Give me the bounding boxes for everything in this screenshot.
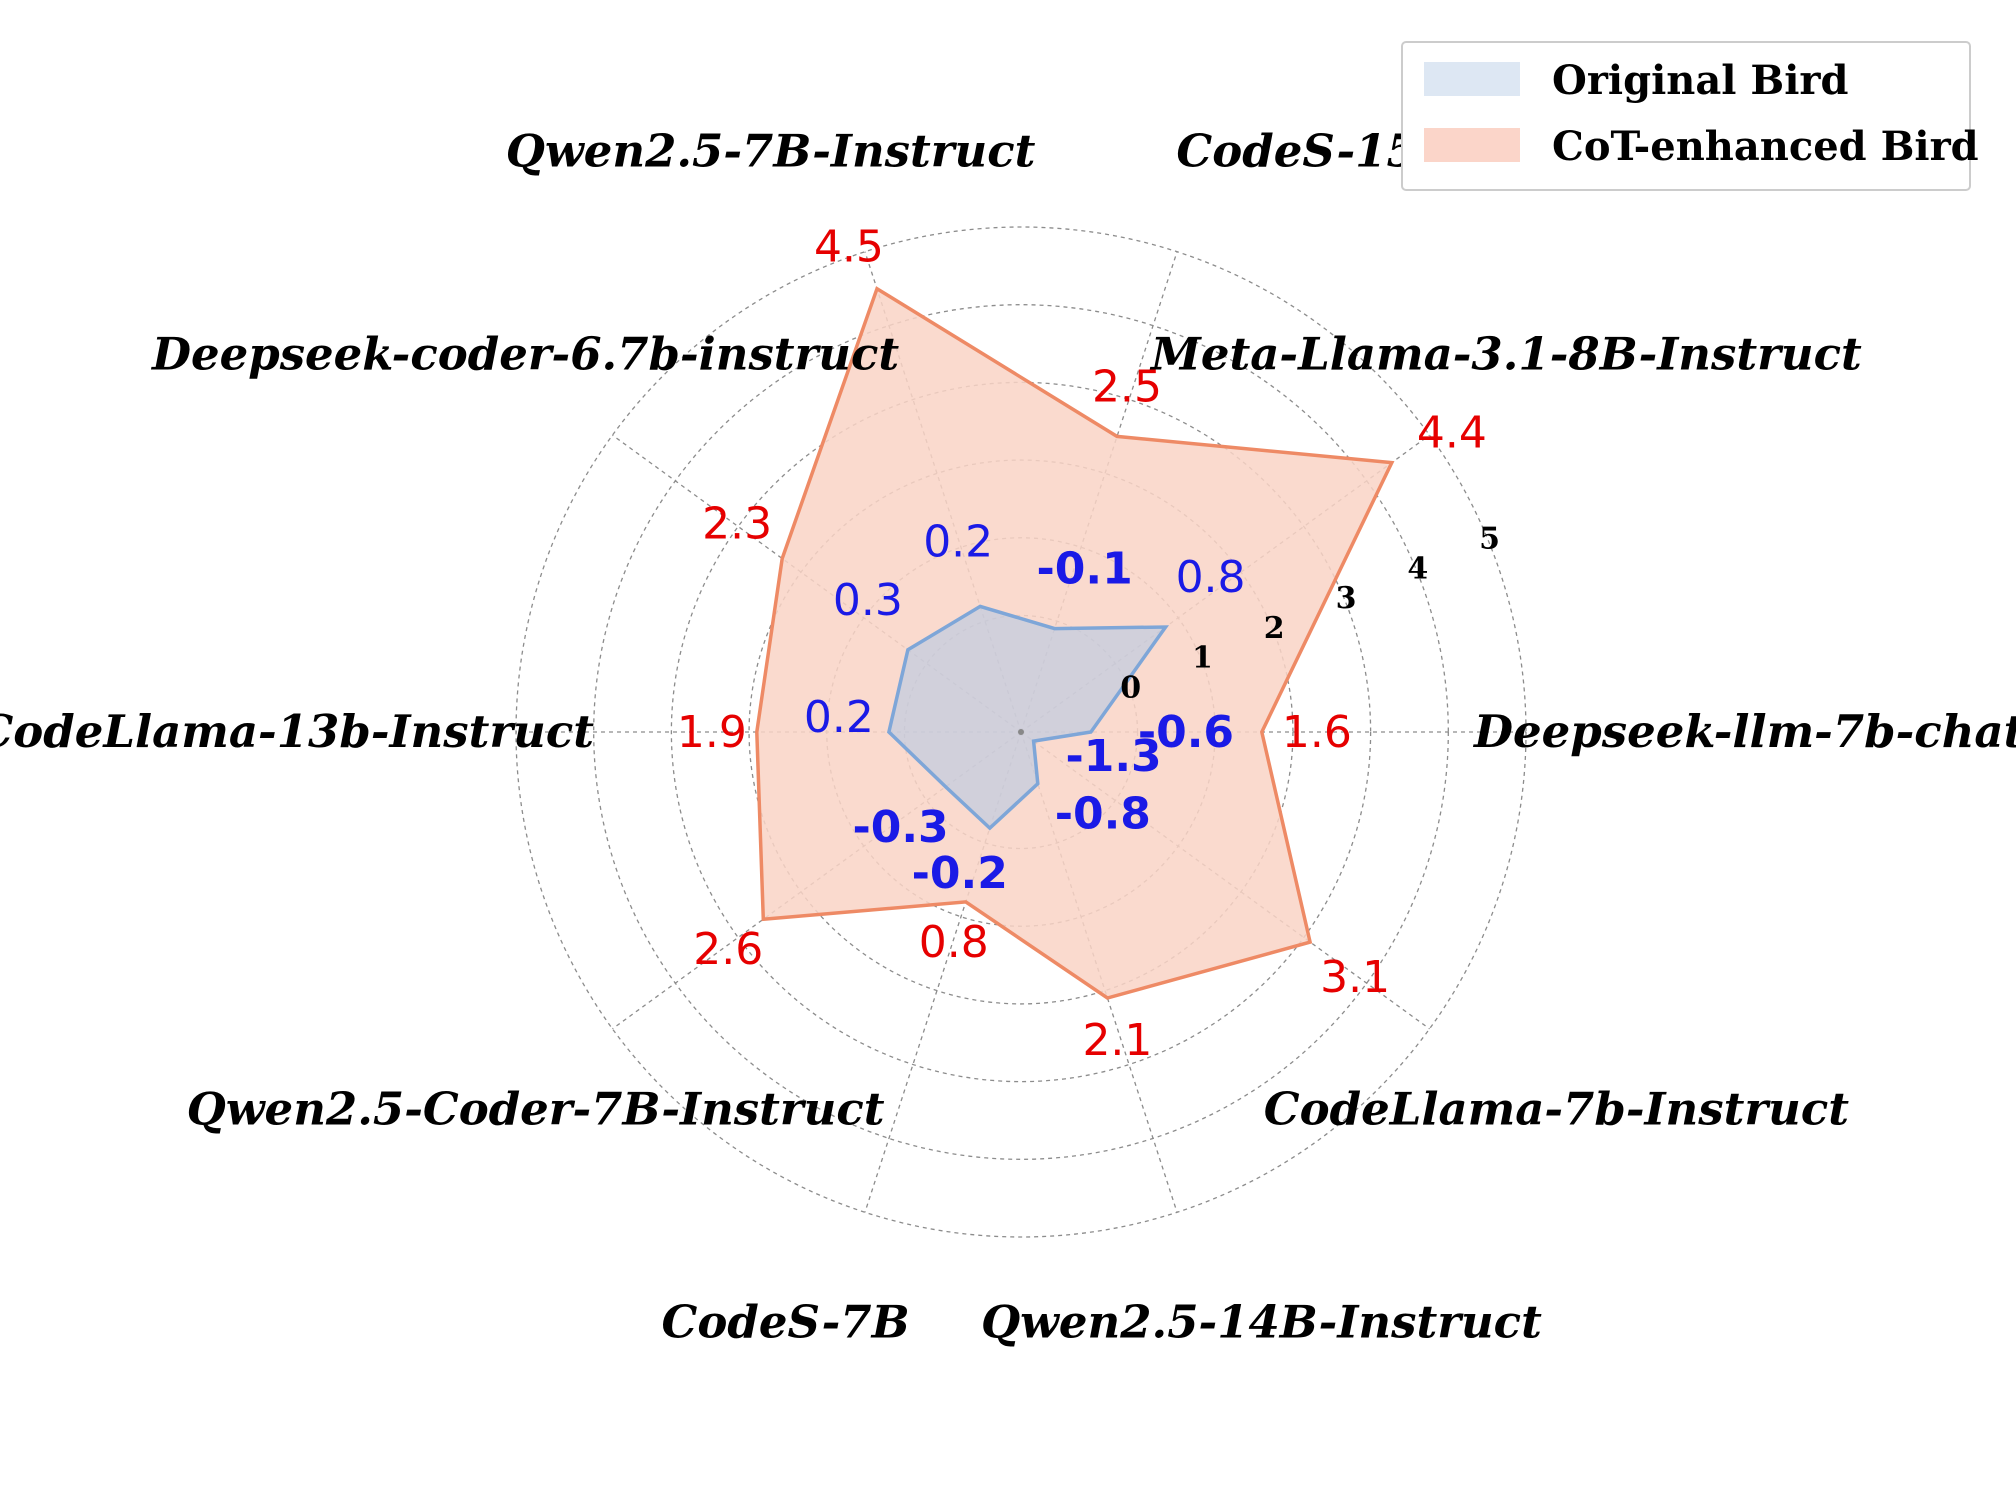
value-label-cot-5: 1.9 <box>677 707 747 758</box>
category-label-3: Qwen2.5-7B-Instruct <box>506 124 1036 177</box>
category-label-4: Deepseek-coder-6.7b-instruct <box>150 327 899 380</box>
ring-label-4: 4 <box>1407 551 1428 586</box>
legend-label-cot: CoT-enhanced Bird <box>1552 123 1979 170</box>
legend-frame <box>1401 41 1971 191</box>
category-label-5: CodeLlama-13b-Instruct <box>0 705 594 758</box>
value-label-original-7: -0.2 <box>912 848 1008 899</box>
category-label-8: Qwen2.5-14B-Instruct <box>981 1296 1542 1349</box>
value-label-original-6: -0.3 <box>852 802 948 853</box>
value-labels: -0.6 0.8 -0.1 0.2 0.3 0.2 -0.3-0.2 -0.8 -1.3 1.6 4… <box>677 222 1487 1066</box>
grid-ring-3 <box>670 381 1372 1083</box>
legend-swatch-original <box>1424 62 1520 96</box>
value-label-original-9: -1.3 <box>1065 731 1161 782</box>
value-label-cot-9: 3.1 <box>1320 952 1390 1003</box>
category-label-6: Qwen2.5-Coder-7B-Instruct <box>187 1083 885 1136</box>
ring-label-1: 1 <box>1192 641 1213 676</box>
value-label-original-2: -0.1 <box>1037 544 1133 595</box>
ring-label-5: 5 <box>1479 522 1500 557</box>
value-label-original-4: 0.3 <box>833 575 903 626</box>
ring-label-0: 0 <box>1120 670 1141 705</box>
legend-label-original: Original Bird <box>1552 57 1848 104</box>
category-label-1: Meta-Llama-3.1-8B-Instruct <box>1149 327 1862 380</box>
category-label-0: Deepseek-llm-7b-chat <box>1472 705 2016 758</box>
value-label-original-5: 0.2 <box>804 692 874 743</box>
value-label-cot-6: 2.6 <box>693 924 763 975</box>
value-label-cot-3: 4.5 <box>814 222 884 273</box>
value-label-cot-8: 2.1 <box>1082 1015 1152 1066</box>
center-point <box>1018 729 1024 735</box>
value-label-original-8: -0.8 <box>1055 789 1151 840</box>
value-label-cot-1: 4.4 <box>1417 408 1487 459</box>
legend-swatch-cot <box>1424 128 1520 162</box>
value-label-cot-2: 2.5 <box>1092 361 1162 412</box>
category-label-9: CodeLlama-7b-Instruct <box>1264 1083 1849 1136</box>
category-axis-labels: Deepseek-llm-7b-chat Meta-Llama-3.1-8B-In… <box>0 124 2016 1348</box>
ring-label-2: 2 <box>1264 611 1285 646</box>
category-label-7: CodeS-7B <box>662 1296 910 1349</box>
value-label-original-0: -0.6 <box>1138 707 1234 758</box>
value-label-cot-7: 0.8 <box>919 917 989 968</box>
legend: Original Bird CoT-enhanced Bird <box>1401 41 1979 191</box>
ring-label-3: 3 <box>1336 581 1357 616</box>
series-original-bird <box>886 604 1170 831</box>
radar-series <box>755 286 1395 1000</box>
value-label-original-1: 0.8 <box>1176 552 1246 603</box>
value-label-cot-0: 1.6 <box>1282 707 1352 758</box>
value-label-cot-4: 2.3 <box>702 498 772 549</box>
value-label-original-3: 0.2 <box>923 516 993 567</box>
ring-tick-labels: 0 1 2 3 4 5 <box>1120 522 1500 706</box>
